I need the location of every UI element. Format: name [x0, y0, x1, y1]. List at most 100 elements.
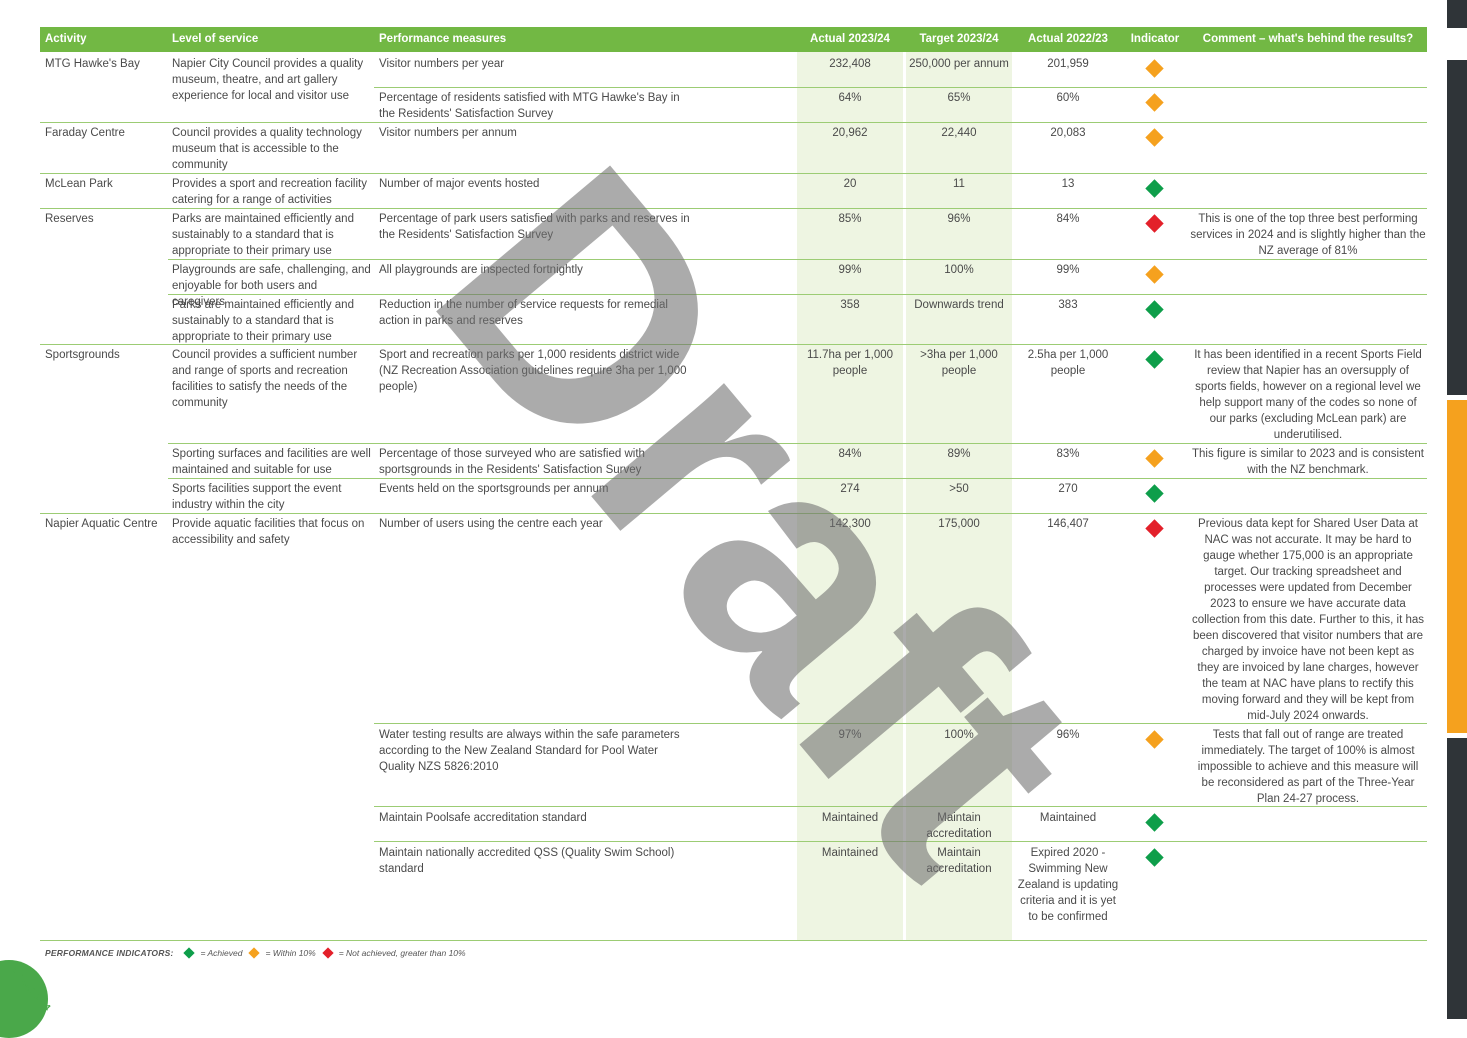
cell-actual24: 358 — [840, 299, 860, 311]
cell-target24: 175,000 — [938, 518, 980, 530]
cell-target24: >50 — [949, 483, 969, 495]
cell-actual23: 270 — [1058, 483, 1078, 495]
cell-actual24: 232,408 — [829, 58, 871, 70]
cell-target24: 11 — [953, 178, 965, 190]
row-divider — [40, 208, 1427, 209]
cell-target24: 22,440 — [941, 127, 977, 139]
cell-measure: Number of users using the centre each ye… — [379, 518, 603, 530]
cell-actual23: 383 — [1058, 299, 1078, 311]
cell-target24: 250,000 per annum — [909, 58, 1009, 70]
orange-diamond-icon — [1145, 59, 1164, 78]
cell-level: Playgrounds are safe, challenging, and e… — [172, 264, 371, 308]
table-header: Activity Level of service Performance me… — [40, 27, 1427, 52]
cell-actual24: 64% — [838, 92, 862, 104]
cell-measure: Events held on the sportsgrounds per ann… — [379, 483, 609, 495]
row-divider — [40, 940, 1427, 941]
cell-actual24: 97% — [838, 729, 862, 741]
orange-diamond-icon — [1145, 730, 1164, 749]
cell-actual23: 146,407 — [1047, 518, 1089, 530]
cell-actual23: Expired 2020 - Swimming New Zealand is u… — [1017, 847, 1119, 923]
cell-actual24: 20 — [843, 178, 857, 190]
cell-level: Provides a sport and recreation facility… — [172, 178, 367, 206]
cell-measure: Maintain nationally accredited QSS (Qual… — [379, 847, 675, 875]
green-diamond-icon — [1145, 484, 1164, 503]
row-divider — [40, 513, 1427, 514]
legend-green-diamond-icon — [183, 947, 196, 959]
cell-measure: Maintain Poolsafe accreditation standard — [379, 812, 587, 824]
orange-diamond-icon — [1145, 265, 1164, 284]
orange-diamond-icon — [1145, 449, 1164, 468]
performance-legend: PERFORMANCE INDICATORS: = Achieved = Wit… — [45, 947, 466, 959]
legend-not-achieved: = Not achieved, greater than 10% — [338, 948, 466, 958]
cell-activity: MTG Hawke's Bay — [45, 58, 140, 70]
cell-comment: Previous data kept for Shared User Data … — [1191, 518, 1425, 722]
cell-measure: Water testing results are always within … — [379, 729, 680, 773]
header-activity: Activity — [45, 33, 87, 45]
edge-tab-dark[interactable] — [1447, 60, 1467, 395]
cell-level: Parks are maintained efficiently and sus… — [172, 213, 354, 257]
cell-actual24: 20,962 — [832, 127, 868, 139]
row-divider — [374, 841, 1427, 842]
row-divider — [40, 344, 1427, 345]
cell-target24: Maintain accreditation — [926, 812, 992, 840]
cell-comment: Tests that fall out of range are treated… — [1197, 729, 1419, 805]
cell-target24: 96% — [947, 213, 971, 225]
cell-target24: 100% — [944, 264, 974, 276]
cell-measure: All playgrounds are inspected fortnightl… — [379, 264, 583, 276]
cell-activity: Faraday Centre — [45, 127, 125, 139]
row-divider — [168, 259, 1427, 260]
legend-within: = Within 10% — [265, 948, 316, 958]
cell-level: Council provides a quality technology mu… — [172, 127, 362, 171]
header-level-of-service: Level of service — [172, 33, 259, 45]
cell-actual24: Maintained — [821, 847, 879, 859]
cell-level: Sporting surfaces and facilities are wel… — [172, 448, 371, 476]
cell-actual23: 20,083 — [1050, 127, 1086, 139]
cell-actual24: 274 — [840, 483, 860, 495]
green-diamond-icon — [1145, 179, 1164, 198]
legend-orange-diamond-icon — [248, 947, 261, 959]
header-actual-2024: Actual 2023/24 — [810, 33, 890, 45]
cell-target24: 65% — [947, 92, 971, 104]
row-divider — [168, 443, 1427, 444]
row-divider — [374, 723, 1427, 724]
row-divider — [168, 294, 1427, 295]
cell-level: Provide aquatic facilities that focus on… — [172, 518, 365, 546]
cell-activity: Reserves — [45, 213, 94, 225]
cell-level: Parks are maintained efficiently and sus… — [172, 299, 354, 343]
cell-measure: Visitor numbers per annum — [379, 127, 517, 139]
cell-measure: Percentage of those surveyed who are sat… — [379, 448, 645, 476]
cell-target24: Maintain accreditation — [926, 847, 992, 875]
cell-measure: Reduction in the number of service reque… — [379, 299, 668, 327]
cell-level: Sports facilities support the event indu… — [172, 483, 342, 511]
cell-measure: Visitor numbers per year — [379, 58, 505, 70]
edge-tab-dark-top[interactable] — [1447, 0, 1467, 28]
cell-measure: Percentage of park users satisfied with … — [379, 213, 690, 241]
cell-comment: This figure is similar to 2023 and is co… — [1191, 448, 1425, 476]
row-divider — [40, 173, 1427, 174]
header-indicator: Indicator — [1130, 33, 1180, 45]
legend-title: PERFORMANCE INDICATORS: — [45, 948, 174, 958]
cell-comment: This is one of the top three best perfor… — [1190, 213, 1426, 257]
green-diamond-icon — [1145, 350, 1164, 369]
cell-measure: Percentage of residents satisfied with M… — [379, 92, 680, 120]
cell-activity: Sportsgrounds — [45, 349, 120, 361]
legend-red-diamond-icon — [322, 947, 334, 959]
green-diamond-icon — [1145, 300, 1164, 319]
edge-tab-dark-bottom[interactable] — [1447, 738, 1467, 1019]
header-target-2024: Target 2023/24 — [919, 33, 999, 45]
cell-level: Council provides a sufficient number and… — [172, 349, 358, 409]
cell-target24: >3ha per 1,000 people — [920, 349, 998, 377]
cell-comment: It has been identified in a recent Sport… — [1194, 349, 1422, 441]
cell-target24: 100% — [944, 729, 974, 741]
red-diamond-icon — [1145, 519, 1164, 538]
actual-2024-column-shade — [797, 52, 903, 940]
legend-achieved: = Achieved — [200, 948, 243, 958]
target-2024-column-shade — [906, 52, 1012, 940]
row-divider — [374, 87, 1427, 88]
edge-tab-orange[interactable] — [1447, 400, 1467, 733]
cell-activity: Napier Aquatic Centre — [45, 518, 158, 530]
header-performance-measures: Performance measures — [379, 33, 507, 45]
header-actual-2023: Actual 2022/23 — [1028, 33, 1108, 45]
cell-actual24: 11.7ha per 1,000 people — [806, 349, 894, 377]
red-diamond-icon — [1145, 214, 1164, 233]
